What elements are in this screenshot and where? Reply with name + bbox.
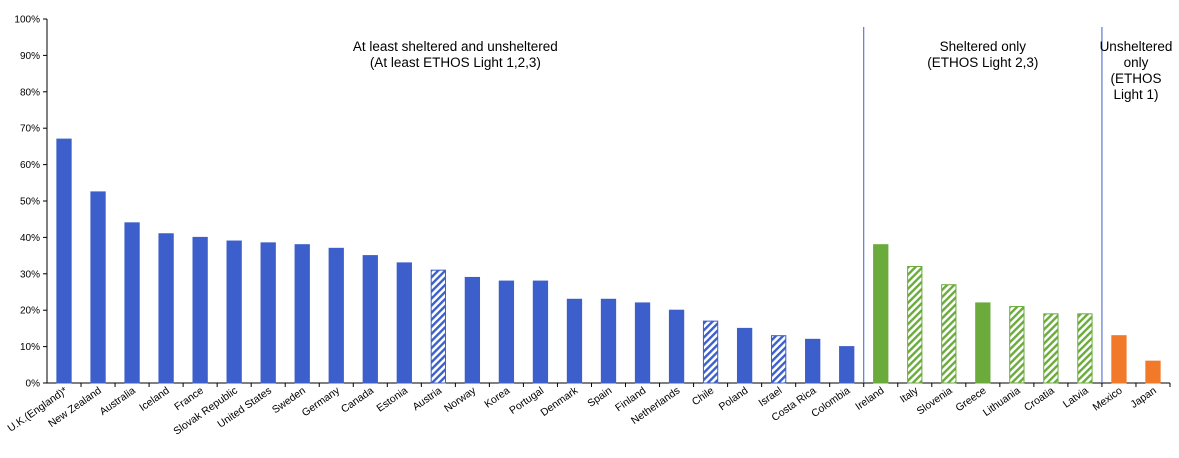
bar <box>1111 335 1127 384</box>
y-tick-label: 20% <box>20 306 40 317</box>
x-tick-label: Mexico <box>1091 385 1125 414</box>
x-tick-label: Austria <box>410 385 444 414</box>
y-tick-label: 70% <box>20 124 40 135</box>
bar <box>941 284 957 384</box>
y-tick-label: 50% <box>20 197 40 208</box>
bar <box>260 242 276 384</box>
x-tick-label: Croatia <box>1022 385 1057 414</box>
x-tick-label: Chile <box>690 385 717 409</box>
group-label: Unsheltered only (ETHOS Light 1) <box>1100 39 1173 102</box>
group-label-line: Sheltered only <box>940 39 1027 54</box>
group-label-line: Unsheltered <box>1100 39 1173 54</box>
bar <box>805 338 821 384</box>
bar <box>702 320 719 384</box>
bar <box>532 280 549 384</box>
y-tick-label: 0% <box>26 379 41 390</box>
bar <box>1145 360 1161 384</box>
bar <box>907 266 923 384</box>
group-label-line: At least sheltered and unsheltered <box>353 39 558 54</box>
bar <box>56 138 72 384</box>
bar <box>975 302 991 384</box>
y-tick-label: 10% <box>20 342 40 353</box>
x-tick-label: Estonia <box>374 385 410 415</box>
group-label-line: Light 1) <box>1113 87 1158 102</box>
y-tick-label: 80% <box>20 87 40 98</box>
group-label: At least sheltered and unsheltered (At le… <box>353 39 558 70</box>
group-label-line: only <box>1124 55 1149 70</box>
x-tick-label: Lithuania <box>981 385 1023 419</box>
bar <box>90 191 106 384</box>
bar <box>430 269 446 384</box>
y-tick-label: 90% <box>20 51 40 62</box>
bar <box>668 309 685 384</box>
bar <box>1077 313 1093 384</box>
x-tick-label: Denmark <box>538 384 580 419</box>
x-tick-label: Norway <box>442 384 479 415</box>
x-tick-label: Slovenia <box>915 385 955 418</box>
x-tick-label: Japan <box>1128 385 1158 411</box>
bar <box>328 247 344 384</box>
bar <box>600 298 617 384</box>
bar <box>1009 306 1025 384</box>
x-tick-label: Italy <box>898 384 921 405</box>
group-label: Sheltered only (ETHOS Light 2,3) <box>927 39 1038 70</box>
bar <box>396 262 412 384</box>
x-tick-label: Ireland <box>853 385 886 413</box>
y-tick-label: 60% <box>20 160 40 171</box>
group-label-line: (ETHOS <box>1110 71 1161 86</box>
y-tick-label: 40% <box>20 233 40 244</box>
y-tick-label: 30% <box>20 269 40 280</box>
bar <box>873 244 889 384</box>
bar <box>226 240 242 384</box>
x-tick-label: Iceland <box>137 385 172 414</box>
bar <box>736 327 753 384</box>
bar <box>566 298 583 384</box>
bar <box>362 255 378 384</box>
bar <box>124 222 140 384</box>
x-tick-label: Colombia <box>809 385 852 420</box>
x-tick-label: Spain <box>585 385 614 410</box>
group-label-line: (ETHOS Light 2,3) <box>927 55 1038 70</box>
bar <box>192 236 208 384</box>
x-tick-label: Germany <box>300 384 343 419</box>
bar <box>1043 313 1059 384</box>
bar <box>634 302 651 384</box>
x-tick-label: Canada <box>339 385 376 416</box>
y-tick-label: 100% <box>14 15 40 26</box>
bar <box>464 276 481 384</box>
x-tick-label: Australia <box>97 385 137 418</box>
bar <box>839 346 855 384</box>
bar <box>158 233 174 384</box>
x-tick-label: Poland <box>717 385 751 414</box>
bar <box>498 280 515 384</box>
x-tick-label: Latvia <box>1061 385 1091 411</box>
bar <box>771 335 787 384</box>
bar <box>294 244 310 384</box>
group-label-line: (At least ETHOS Light 1,2,3) <box>370 55 541 70</box>
